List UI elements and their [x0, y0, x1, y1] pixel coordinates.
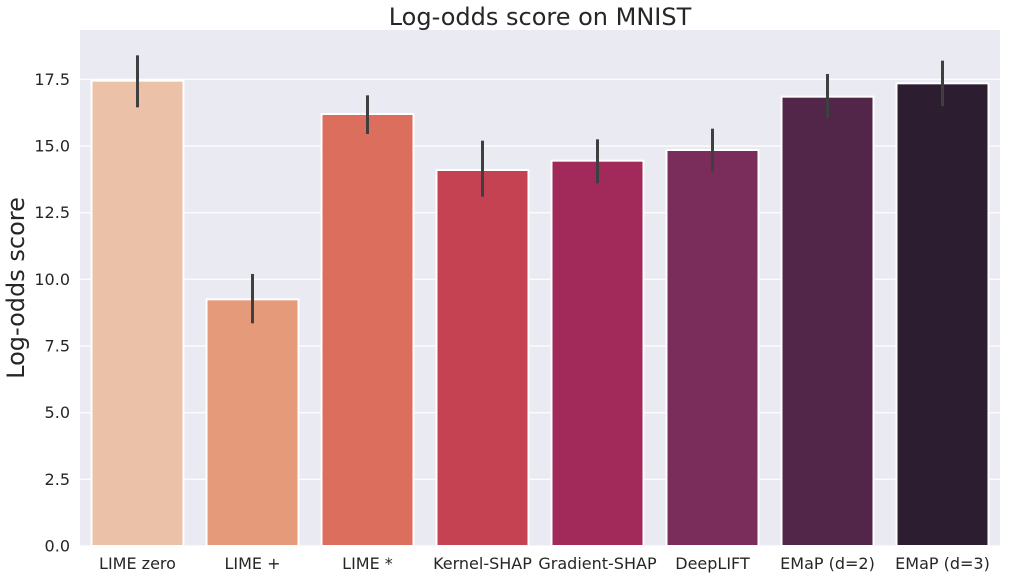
y-axis-label: Log-odds score	[2, 197, 30, 379]
y-axis-ticks: 0.0 2.5 5.0 7.5 10.0 12.5 15.0 17.5	[34, 70, 70, 556]
chart-title: Log-odds score on MNIST	[389, 3, 692, 31]
error-bars	[136, 55, 944, 324]
x-tick-label: Gradient-SHAP	[538, 554, 657, 573]
y-tick-label: 12.5	[34, 203, 70, 222]
y-tick-label: 5.0	[45, 403, 70, 422]
x-axis-ticks: LIME zero LIME + LIME * Kernel-SHAP Gradient…	[99, 554, 990, 573]
bar	[780, 95, 875, 548]
y-tick-label: 10.0	[34, 270, 70, 289]
x-tick-label: LIME *	[342, 554, 393, 573]
bar	[205, 298, 300, 548]
y-tick-label: 2.5	[45, 470, 70, 489]
bar	[895, 82, 990, 547]
x-tick-label: LIME +	[224, 554, 280, 573]
bar	[320, 113, 415, 547]
y-tick-label: 17.5	[34, 70, 70, 89]
x-tick-label: LIME zero	[99, 554, 176, 573]
x-tick-label: EMaP (d=2)	[780, 554, 875, 573]
x-tick-label: DeepLIFT	[675, 554, 750, 573]
bar	[435, 169, 530, 547]
bars	[90, 79, 990, 548]
y-tick-label: 15.0	[34, 137, 70, 156]
bar	[550, 159, 645, 548]
x-tick-label: EMaP (d=3)	[895, 554, 990, 573]
x-tick-label: Kernel-SHAP	[433, 554, 532, 573]
y-tick-label: 0.0	[45, 537, 70, 556]
y-tick-label: 7.5	[45, 337, 70, 356]
bar	[90, 79, 185, 548]
bar	[665, 149, 760, 547]
